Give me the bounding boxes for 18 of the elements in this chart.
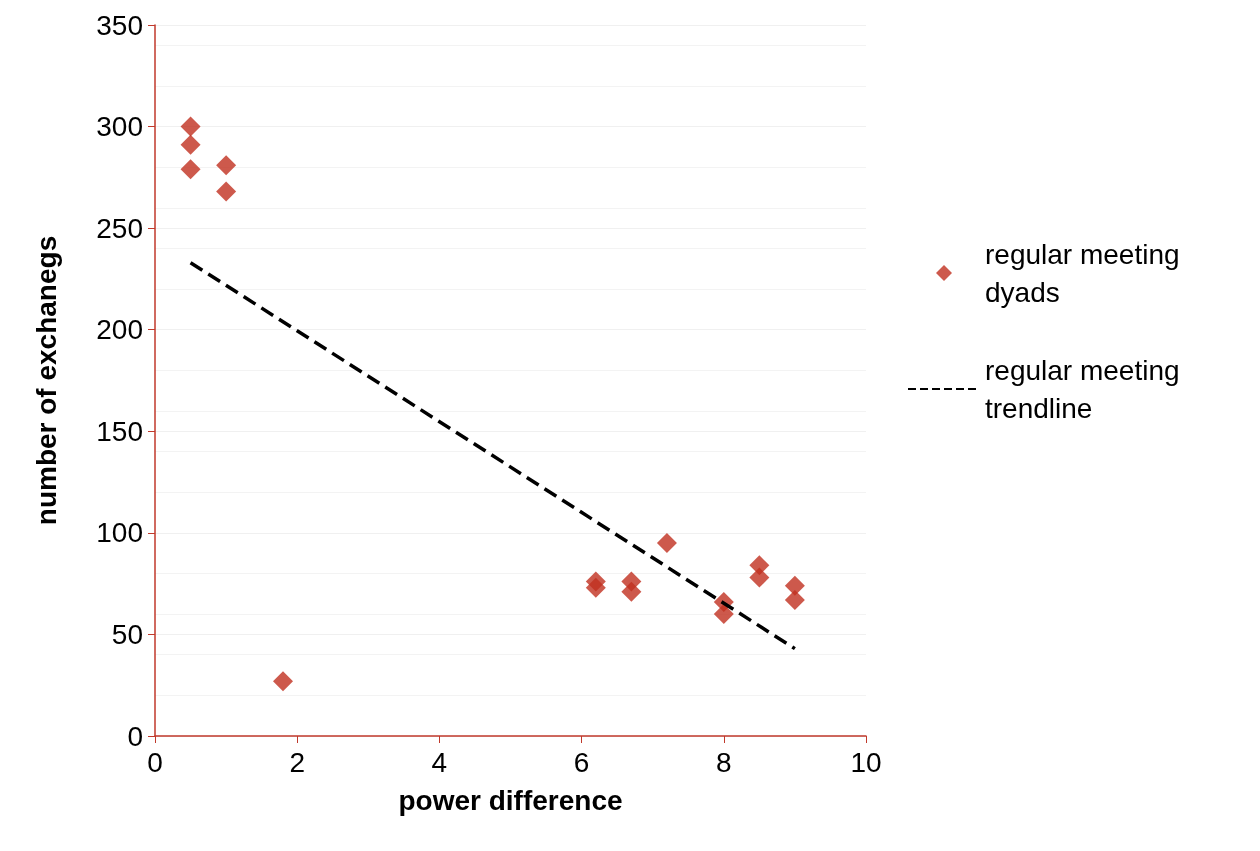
x-tick-label: 10 [850,746,882,778]
x-axis-title: power difference [398,784,623,816]
y-tick-label: 200 [96,314,143,346]
x-tick-label: 0 [147,746,163,778]
y-tick-label: 350 [96,9,143,41]
y-tick-label: 50 [111,618,143,650]
y-tick-label: 250 [96,212,143,244]
x-tick-label: 2 [289,746,305,778]
y-tick-label: 150 [96,415,143,447]
x-tick-label: 6 [573,746,590,778]
y-tick-label: 300 [96,111,143,143]
y-tick-label: 100 [96,517,143,549]
legend-label: regular meeting dyads [985,238,1188,308]
x-tick-label: 8 [716,746,732,778]
x-tick-label: 4 [431,746,448,778]
y-tick-label: 0 [127,720,143,752]
legend-label: regular meeting trendline [985,354,1188,424]
y-axis-title: number of exchanegs [30,235,62,526]
